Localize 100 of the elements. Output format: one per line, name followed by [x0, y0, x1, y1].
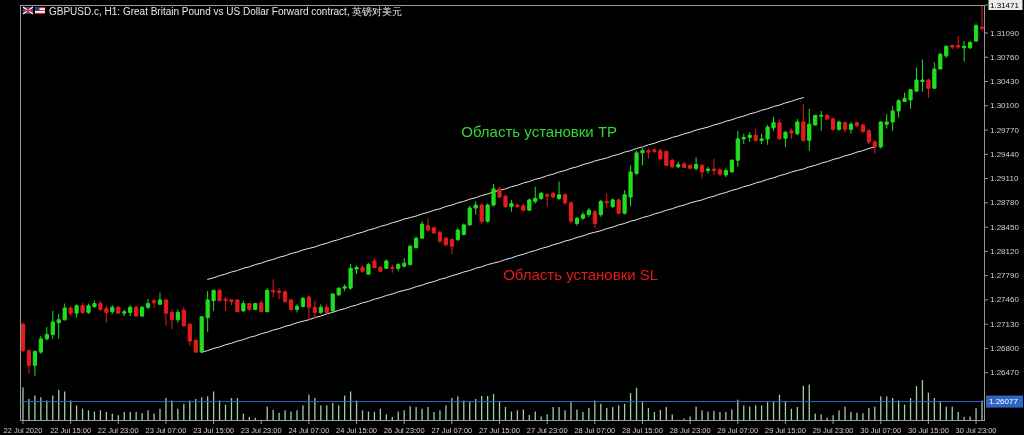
candlestick: [324, 303, 329, 315]
candlestick: [74, 303, 79, 319]
candlestick: [419, 220, 425, 240]
candlestick: [80, 302, 85, 315]
candlestick: [598, 199, 603, 218]
candlestick: [682, 161, 687, 169]
candlestick: [20, 322, 26, 353]
candlestick: [175, 308, 180, 324]
y-tick-label: 1.27130: [990, 319, 1020, 329]
candlestick: [962, 40, 967, 63]
candlestick: [556, 181, 562, 201]
candlestick: [676, 161, 681, 169]
candlestick: [134, 305, 139, 318]
candlestick: [145, 298, 151, 310]
y-tick-label: 1.26470: [990, 368, 1020, 378]
candlestick: [568, 200, 574, 224]
candlestick: [414, 236, 419, 249]
candlestick: [968, 40, 973, 50]
candlestick: [116, 305, 121, 315]
candlestick: [795, 118, 800, 136]
candlestick: [151, 298, 157, 309]
candlestick: [825, 113, 830, 121]
candlestick: [580, 211, 586, 221]
candlestick: [801, 103, 806, 143]
candlestick: [831, 117, 836, 132]
y-tick-label: 1.27790: [990, 271, 1020, 281]
candlestick: [819, 110, 824, 132]
chart-title: GBPUSD.c, H1: Great Britain Pound vs US Dollar Forward contract, 英镑对美元: [49, 6, 403, 17]
candlestick: [711, 158, 717, 176]
candlestick: [312, 300, 317, 320]
candlestick: [282, 289, 288, 304]
candlestick: [366, 262, 371, 276]
candlestick: [140, 305, 145, 318]
y-tick-label: 1.29770: [990, 125, 1020, 135]
y-tick-label: 1.27460: [990, 295, 1020, 305]
candlestick: [950, 44, 955, 50]
candlestick: [449, 237, 454, 255]
candlestick: [562, 192, 568, 206]
y-tick-label: 1.28450: [990, 222, 1020, 232]
candlestick: [735, 130, 740, 168]
candlestick: [973, 22, 979, 43]
candlestick: [38, 335, 43, 355]
candlestick: [157, 292, 163, 306]
candlestick: [163, 297, 169, 327]
candlestick: [169, 308, 174, 330]
candlestick: [425, 217, 431, 233]
candlestick: [32, 350, 37, 377]
annotation: Область установки SL: [503, 266, 659, 284]
candlestick: [122, 308, 127, 317]
candlestick: [277, 287, 282, 300]
candlestick: [842, 120, 848, 133]
candlestick: [545, 192, 550, 208]
candlestick: [723, 167, 728, 178]
candlestick: [854, 120, 860, 128]
candlestick: [699, 163, 705, 180]
candlestick: [848, 121, 854, 135]
candlestick: [247, 302, 252, 312]
y-tick-label: 1.31471: [990, 0, 1020, 10]
y-tick-label: 1.30760: [990, 52, 1020, 62]
candlestick: [128, 304, 133, 317]
candlestick: [437, 230, 443, 244]
annotation: Область установки TP: [461, 123, 618, 141]
candlestick: [694, 156, 699, 171]
candlestick: [44, 326, 49, 341]
candlestick: [110, 304, 115, 315]
line-series: [201, 146, 876, 353]
candlestick: [586, 207, 591, 218]
candlestick: [509, 199, 514, 213]
candlestick: [866, 128, 871, 145]
candlestick: [479, 203, 484, 225]
candlestick: [455, 227, 460, 242]
candlestick: [777, 118, 782, 141]
candlestick: [717, 167, 723, 177]
candlestick: [574, 216, 580, 227]
candlestick: [610, 197, 615, 209]
candlestick: [443, 236, 449, 247]
y-tick-label: 1.29110: [990, 174, 1019, 184]
candlestick: [271, 278, 276, 299]
candlestick: [288, 298, 294, 313]
y-tick-label: 1.28780: [990, 198, 1020, 208]
candlestick: [956, 35, 961, 50]
candlestick: [26, 348, 32, 374]
y-tick-label: 1.30100: [990, 101, 1020, 111]
y-tick-label: 1.31090: [990, 28, 1020, 38]
y-tick-label: 1.29440: [990, 149, 1020, 159]
candlestick: [265, 287, 270, 313]
candlestick: [306, 295, 311, 321]
candlestick: [360, 264, 365, 274]
candlestick: [68, 305, 73, 317]
candlestick: [318, 303, 323, 315]
candlestick: [300, 296, 306, 308]
candlestick: [783, 130, 788, 148]
candlestick: [241, 300, 246, 313]
y-tick-label: 1.30430: [990, 77, 1020, 87]
candlestick: [390, 264, 395, 274]
candlestick: [789, 128, 794, 140]
candlestick: [181, 306, 186, 328]
candlestick: [431, 225, 437, 235]
candlestick: [551, 191, 556, 199]
candlestick: [592, 209, 597, 229]
